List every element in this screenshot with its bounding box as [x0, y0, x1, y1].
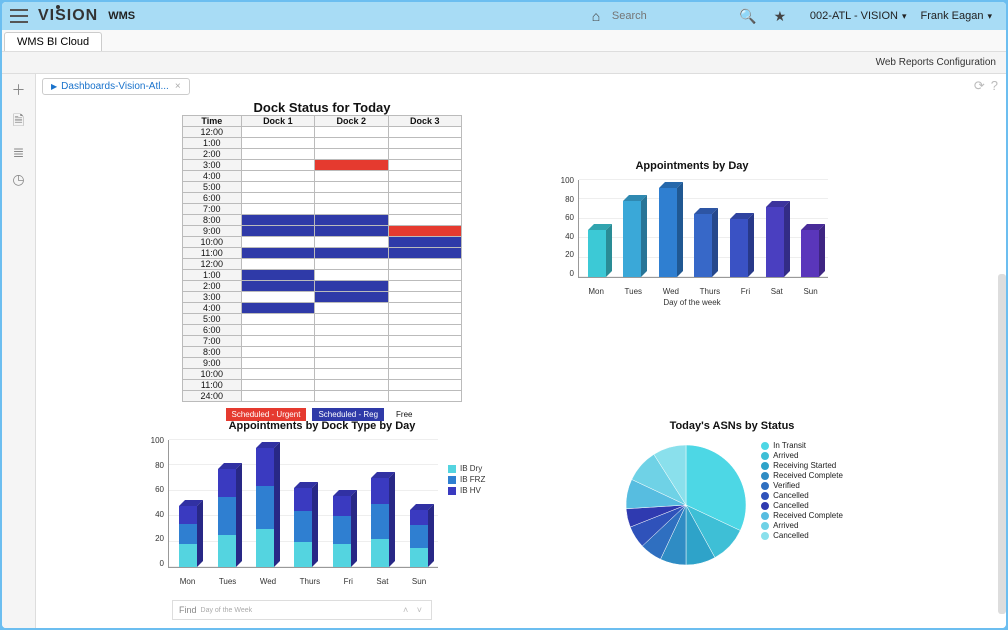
appt-by-dock-panel: Appointments by Dock Type by Day 1008060… — [142, 420, 502, 620]
dock-status-panel: Dock Status for Today TimeDock 1Dock 2Do… — [172, 100, 472, 421]
search-input[interactable] — [612, 10, 732, 22]
top-bar: VISION WMS ⌂ 🔍 ★ 002-ATL - VISION Frank … — [2, 2, 1006, 30]
home-icon[interactable]: ⌂ — [586, 6, 606, 26]
breadcrumb-tab[interactable]: ▶ Dashboards-Vision-Atl... × — [42, 78, 190, 95]
tab-bi-cloud[interactable]: WMS BI Cloud — [4, 32, 102, 51]
appt-day-chart — [578, 180, 828, 278]
find-bar[interactable]: Find Day of the Week ˄ ˅ — [172, 600, 432, 620]
refresh-icon[interactable]: ⟳ — [974, 78, 985, 94]
find-nav[interactable]: ˄ ˅ — [403, 605, 425, 615]
asn-pie-chart — [621, 440, 751, 570]
toolbar: Web Reports Configuration — [2, 52, 1006, 74]
stack-icon[interactable]: ≣ — [13, 144, 25, 161]
doc-icon[interactable]: 🗎 — [13, 110, 24, 134]
location-selector[interactable]: 002-ATL - VISION — [810, 10, 907, 22]
app-name: WMS — [108, 10, 135, 22]
find-hint: Day of the Week — [201, 607, 253, 614]
scrollbar[interactable] — [998, 274, 1006, 614]
asn-pie-panel: Today's ASNs by Status In TransitArrived… — [582, 420, 882, 570]
appt-day-title: Appointments by Day — [552, 160, 832, 172]
appt-by-day-panel: Appointments by Day 100806040200 MonTues… — [552, 160, 832, 320]
user-menu[interactable]: Frank Eagan — [920, 10, 992, 22]
menu-icon[interactable] — [10, 9, 28, 23]
appt-dock-legend: IB DryIB FRZIB HV — [448, 462, 485, 586]
appt-day-xlabel: Day of the week — [552, 298, 832, 307]
close-icon[interactable]: × — [175, 81, 181, 92]
logo: VISION — [38, 7, 98, 25]
add-icon[interactable]: ＋ — [12, 80, 26, 100]
search-icon[interactable]: 🔍 — [738, 6, 758, 26]
web-reports-config-link[interactable]: Web Reports Configuration — [876, 57, 996, 68]
favorite-icon[interactable]: ★ — [770, 6, 790, 26]
breadcrumb-label: Dashboards-Vision-Atl... — [61, 81, 169, 92]
find-label: Find — [179, 605, 197, 615]
asn-title: Today's ASNs by Status — [582, 420, 882, 432]
clock-icon[interactable]: ◷ — [12, 171, 24, 188]
dock-status-table: TimeDock 1Dock 2Dock 312:001:002:003:004… — [182, 115, 462, 402]
dock-status-title: Dock Status for Today — [172, 100, 472, 115]
appt-dock-title: Appointments by Dock Type by Day — [142, 420, 502, 432]
tab-strip: WMS BI Cloud — [2, 30, 1006, 52]
play-icon: ▶ — [51, 82, 57, 91]
appt-dock-chart — [168, 440, 438, 568]
left-rail: ＋ 🗎 ≣ ◷ — [2, 74, 36, 628]
content: ＋ 🗎 ≣ ◷ ▶ Dashboards-Vision-Atl... × ⟳ ?… — [2, 74, 1006, 628]
asn-pie-legend: In TransitArrivedReceiving StartedReceiv… — [761, 440, 843, 541]
help-icon[interactable]: ? — [991, 78, 998, 94]
